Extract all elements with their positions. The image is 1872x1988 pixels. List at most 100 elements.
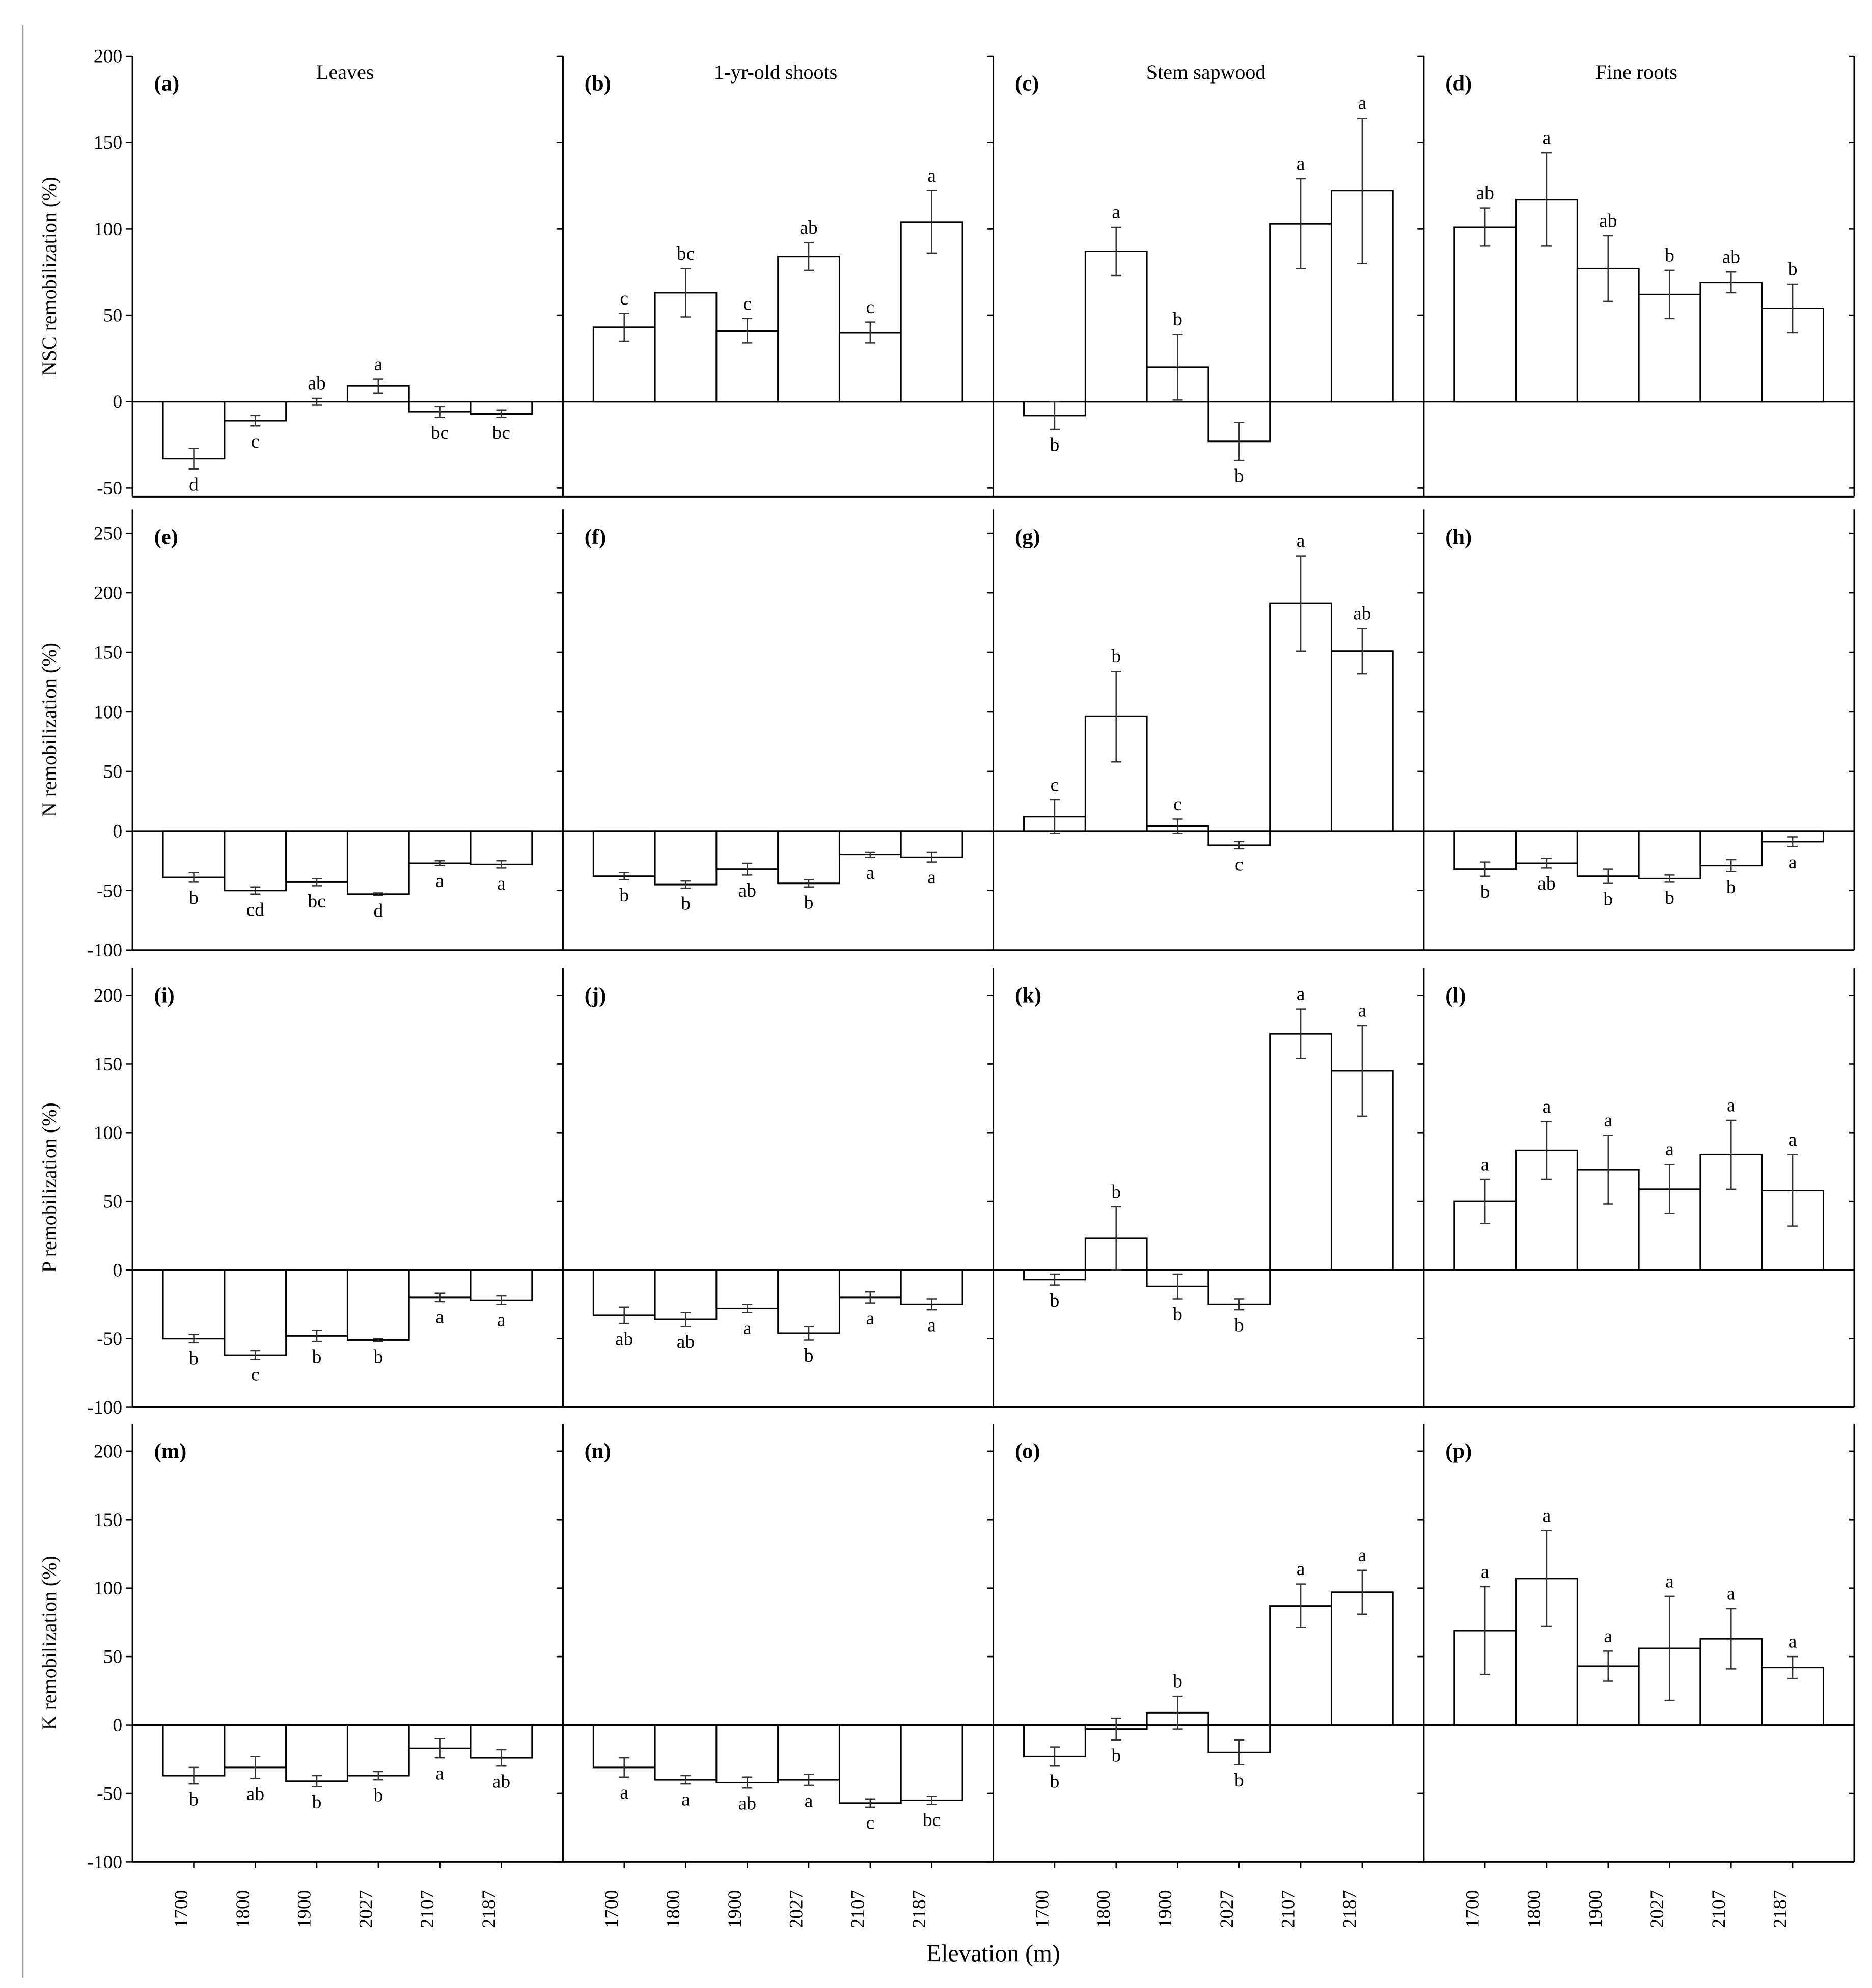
x-tick-label: 1900 — [1155, 1890, 1176, 1928]
significance-letter: a — [866, 1308, 875, 1329]
significance-letter: a — [620, 1782, 628, 1803]
significance-letter: ab — [1476, 183, 1494, 204]
x-tick-label: 1700 — [171, 1890, 192, 1928]
significance-letter: c — [866, 297, 875, 318]
bar-2187 — [900, 1724, 963, 1801]
panel-label: (m) — [154, 1440, 187, 1464]
panel-b: (b) 1-yr-old shoots c bc c ab c a — [556, 55, 995, 498]
x-tick-label: 2187 — [1339, 1890, 1360, 1928]
significance-letter: a — [435, 1763, 444, 1784]
y-tick-label: 150 — [94, 132, 122, 153]
significance-letter: b — [1234, 1315, 1244, 1336]
significance-letter: bc — [677, 243, 695, 264]
significance-letter: a — [497, 1310, 506, 1331]
panel-label: (d) — [1445, 72, 1472, 96]
significance-letter: b — [1111, 1746, 1121, 1766]
significance-letter: a — [866, 863, 875, 883]
panel-label: (b) — [585, 72, 611, 96]
panels-group: -50 0 50 100 150 200 NSC remobilization (%) (a)… — [38, 46, 1855, 1928]
panel-label: (c) — [1015, 72, 1039, 96]
significance-letter: c — [1051, 775, 1059, 796]
panel-label: (i) — [154, 983, 175, 1007]
x-tick-label: 1700 — [1463, 1890, 1483, 1928]
significance-letter: a — [1788, 1129, 1797, 1150]
significance-letter: a — [435, 1307, 444, 1328]
y-tick-label: -50 — [97, 478, 122, 499]
panel-k: (k) b b b b a a — [987, 968, 1425, 1409]
significance-letter: b — [1111, 646, 1121, 667]
panel-o: (o) b 1700 b 1800 b 1900 b 2027 a 2107 a 2187 — [987, 1424, 1425, 1928]
y-tick-label: 50 — [103, 1192, 122, 1212]
bar-2027 — [777, 256, 840, 403]
panel-label: (a) — [154, 72, 180, 96]
x-tick-label: 2027 — [355, 1890, 376, 1928]
panel-g: (g) c b c c a ab — [987, 509, 1425, 951]
significance-letter: a — [927, 165, 936, 186]
significance-letter: ab — [1722, 247, 1740, 268]
panel-title: Fine roots — [1595, 61, 1677, 84]
bar-2027 — [777, 1724, 840, 1781]
significance-letter: a — [927, 1315, 936, 1336]
panel-c: (c) Stem sapwood b a b b a a — [987, 55, 1425, 498]
significance-letter: bc — [431, 423, 449, 444]
panel-label: (l) — [1445, 983, 1466, 1007]
significance-letter: b — [373, 1347, 383, 1368]
significance-letter: b — [189, 1348, 199, 1369]
x-axis-label: Elevation (m) — [926, 1940, 1060, 1967]
significance-letter: a — [1112, 202, 1120, 223]
panel-label: (p) — [1445, 1440, 1472, 1464]
bar-2027 — [346, 1724, 410, 1777]
y-axis-label: K remobilization (%) — [38, 1556, 61, 1730]
y-tick-label: 100 — [94, 1578, 122, 1599]
panel-l: (l) a a a a a a — [1417, 968, 1855, 1409]
bar-2027 — [346, 830, 410, 895]
panel-label: (e) — [154, 525, 178, 549]
significance-letter: b — [1788, 259, 1798, 280]
y-tick-label: 150 — [94, 1510, 122, 1531]
significance-letter: a — [1727, 1584, 1736, 1605]
significance-letter: a — [927, 867, 936, 888]
y-tick-label: 150 — [94, 1054, 122, 1075]
y-tick-label: 100 — [94, 1123, 122, 1144]
significance-letter: bc — [492, 423, 510, 444]
x-tick-label: 2027 — [1217, 1890, 1237, 1928]
bar-2027 — [777, 1269, 840, 1334]
bar-2107 — [1269, 1033, 1332, 1271]
panel-a: -50 0 50 100 150 200 NSC remobilization (%) (a)… — [38, 46, 564, 499]
y-tick-label: 200 — [94, 46, 122, 67]
significance-letter: a — [1788, 852, 1797, 873]
significance-letter: b — [804, 892, 814, 913]
significance-letter: ab — [800, 217, 817, 238]
bar-2187 — [470, 830, 533, 865]
y-tick-label: 100 — [94, 702, 122, 723]
x-tick-label: 1800 — [663, 1890, 684, 1928]
x-tick-label: 2107 — [847, 1890, 868, 1928]
significance-letter: a — [1604, 1110, 1612, 1131]
x-tick-label: 2187 — [1770, 1890, 1791, 1928]
x-tick-label: 1800 — [1093, 1890, 1114, 1928]
bar-1700 — [592, 830, 656, 877]
significance-letter: b — [1050, 435, 1060, 456]
bar-1700 — [1453, 226, 1517, 403]
significance-letter: a — [1665, 1571, 1674, 1592]
panel-label: (n) — [585, 1440, 611, 1464]
significance-letter: b — [1050, 1772, 1060, 1792]
y-tick-label: 50 — [103, 761, 122, 782]
panel-e: -100 -50 0 50 100 150 200 250 N remobilization (… — [38, 509, 564, 961]
significance-letter: ab — [1353, 603, 1371, 624]
bar-1800 — [224, 1269, 287, 1356]
significance-letter: ab — [1537, 873, 1555, 894]
bar-1900 — [285, 1724, 348, 1782]
significance-letter: cd — [246, 899, 265, 920]
significance-letter: b — [1234, 1770, 1244, 1791]
y-tick-label: -100 — [87, 1852, 122, 1873]
bar-1700 — [162, 830, 226, 878]
significance-letter: a — [1543, 128, 1551, 149]
panel-label: (g) — [1015, 525, 1040, 549]
significance-letter: b — [189, 888, 199, 908]
x-tick-label: 2187 — [479, 1890, 500, 1928]
bar-2107 — [838, 830, 902, 856]
panel-label: (f) — [585, 525, 606, 549]
